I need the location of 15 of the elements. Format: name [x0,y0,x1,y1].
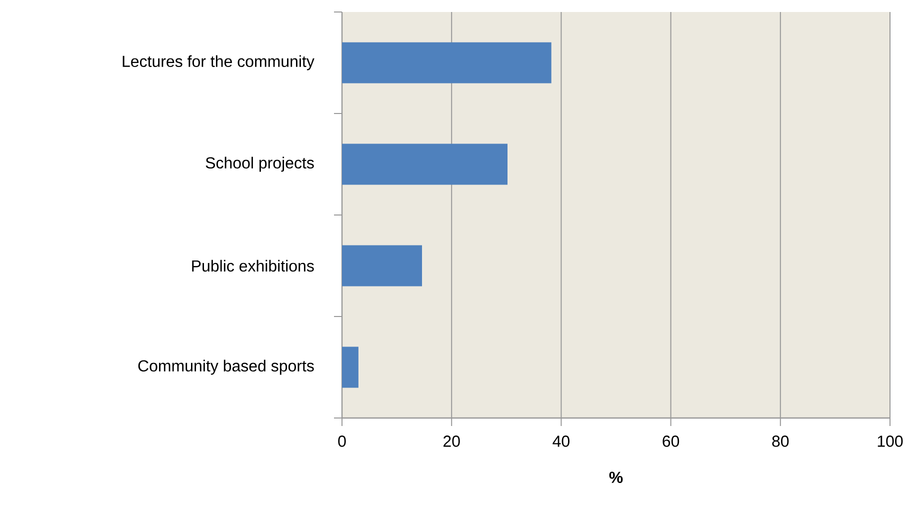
x-tick-label: 20 [444,436,460,447]
bar [342,346,358,388]
x-tick-label: 60 [662,436,680,447]
bar [342,42,552,84]
x-tick-label: 80 [772,436,789,447]
bar [342,245,422,286]
x-tick-label: 0 [338,436,346,447]
y-tick-label: Community based sports [138,360,314,375]
x-tick-label: 40 [552,436,570,447]
x-tick-label: 100 [878,436,903,447]
y-tick-label: Public exhibitions [192,260,314,272]
bar [342,144,508,185]
x-axis-title: % [609,472,623,483]
y-tick-label: School projects [206,156,314,172]
y-tick-label: Lectures for the community [122,55,314,70]
